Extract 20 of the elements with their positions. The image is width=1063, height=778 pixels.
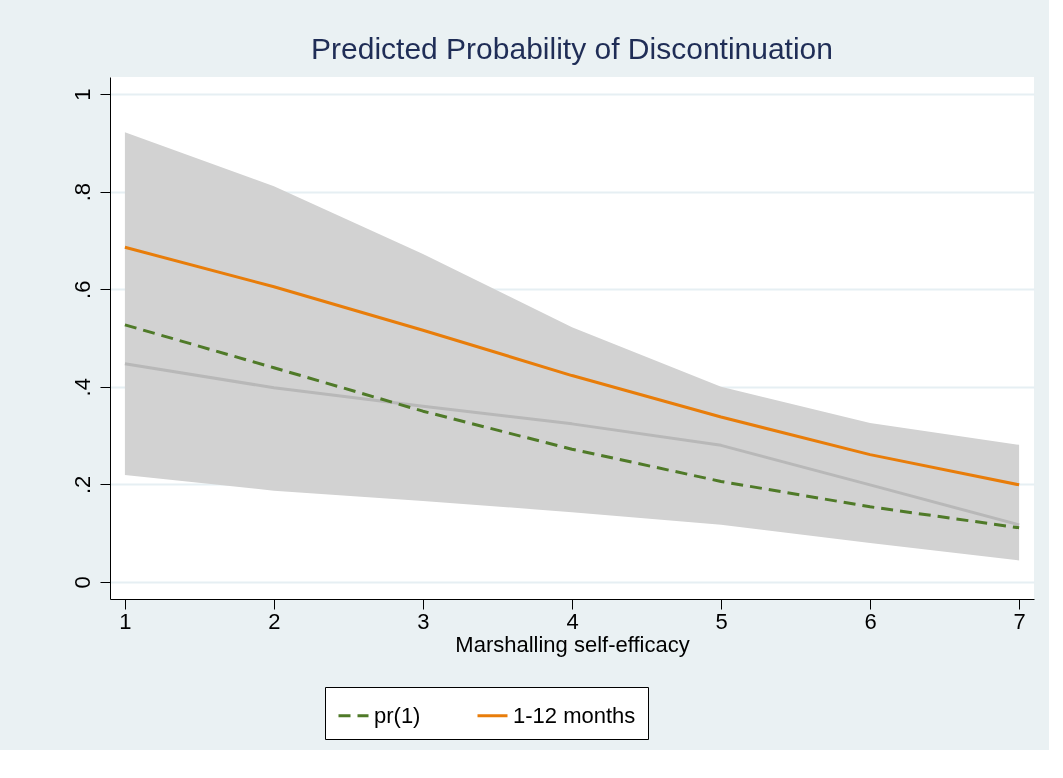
x-axis-title: Marshalling self-efficacy — [455, 631, 690, 657]
y-tick-label: .2 — [69, 475, 95, 495]
legend-label: pr(1) — [374, 702, 421, 728]
x-tick-label: 6 — [864, 608, 877, 634]
line-series — [123, 362, 1021, 527]
y-tick-label: .4 — [69, 378, 95, 397]
x-tick-label: 7 — [1013, 608, 1026, 634]
chart-title: Predicted Probability of Discontinuation — [311, 32, 833, 65]
x-tick-label: 4 — [566, 608, 579, 634]
y-tick-label: 1 — [69, 88, 95, 101]
x-tick-label: 2 — [268, 608, 281, 634]
y-tick-label: .8 — [69, 182, 95, 202]
line-series — [123, 245, 1021, 487]
line-series — [123, 323, 1021, 530]
y-tick-label: .6 — [69, 280, 95, 299]
legend-label: 1-12 months — [513, 702, 636, 728]
x-tick-label: 3 — [417, 608, 430, 634]
y-tick-label: 0 — [69, 576, 95, 589]
x-tick-label: 5 — [715, 608, 728, 634]
x-tick-label: 1 — [119, 608, 132, 634]
